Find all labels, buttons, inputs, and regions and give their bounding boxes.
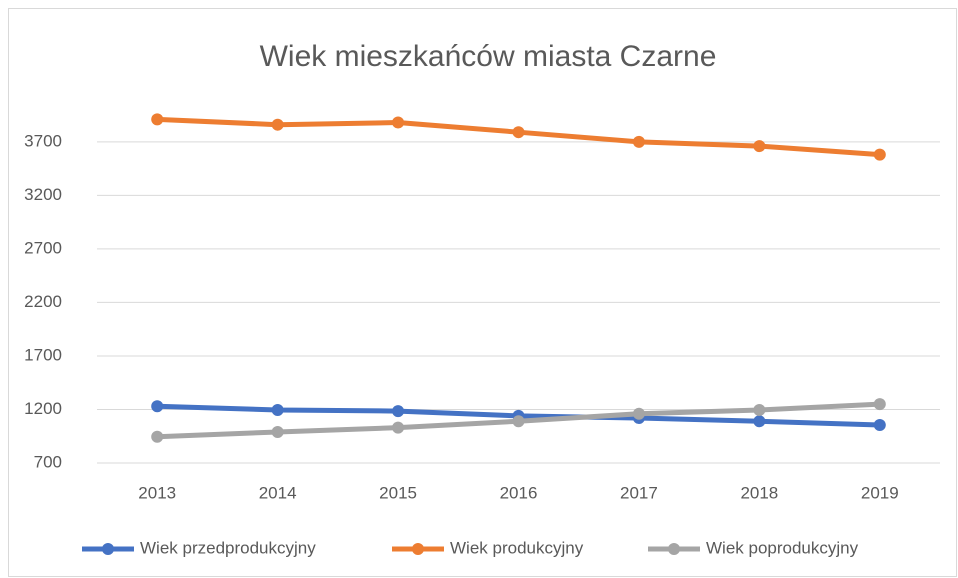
point <box>753 415 766 428</box>
y-tick-label: 1200 <box>24 399 62 418</box>
point <box>873 398 886 411</box>
legend-marker <box>412 543 424 555</box>
chart-title: Wiek mieszkańców miasta Czarne <box>260 40 717 73</box>
point <box>873 418 886 431</box>
x-tick-label: 2013 <box>138 483 176 502</box>
point <box>632 407 645 420</box>
point <box>392 421 405 434</box>
legend-label: Wiek produkcyjny <box>450 538 584 557</box>
point <box>873 148 886 161</box>
point <box>392 405 405 418</box>
point <box>271 118 284 131</box>
point <box>151 430 164 443</box>
point <box>271 404 284 417</box>
point <box>753 140 766 153</box>
point <box>753 404 766 417</box>
y-tick-label: 700 <box>34 452 62 471</box>
y-tick-label: 1700 <box>24 345 62 364</box>
point <box>271 425 284 438</box>
x-tick-label: 2015 <box>379 483 417 502</box>
x-tick-label: 2018 <box>740 483 778 502</box>
y-tick-label: 3200 <box>24 185 62 204</box>
legend-label: Wiek przedprodukcyjny <box>140 538 316 557</box>
y-tick-label: 3700 <box>24 131 62 150</box>
point <box>512 126 525 139</box>
x-tick-label: 2017 <box>620 483 658 502</box>
y-tick-label: 2200 <box>24 292 62 311</box>
x-tick-label: 2016 <box>500 483 538 502</box>
legend-marker <box>668 543 680 555</box>
point <box>151 400 164 413</box>
point <box>632 135 645 148</box>
point <box>151 113 164 126</box>
point <box>512 415 525 428</box>
chart-border <box>8 8 957 577</box>
x-tick-label: 2014 <box>259 483 297 502</box>
legend-label: Wiek poprodukcyjny <box>706 538 859 557</box>
legend-marker <box>102 543 114 555</box>
x-tick-label: 2019 <box>861 483 899 502</box>
point <box>392 116 405 129</box>
y-tick-label: 2700 <box>24 238 62 257</box>
